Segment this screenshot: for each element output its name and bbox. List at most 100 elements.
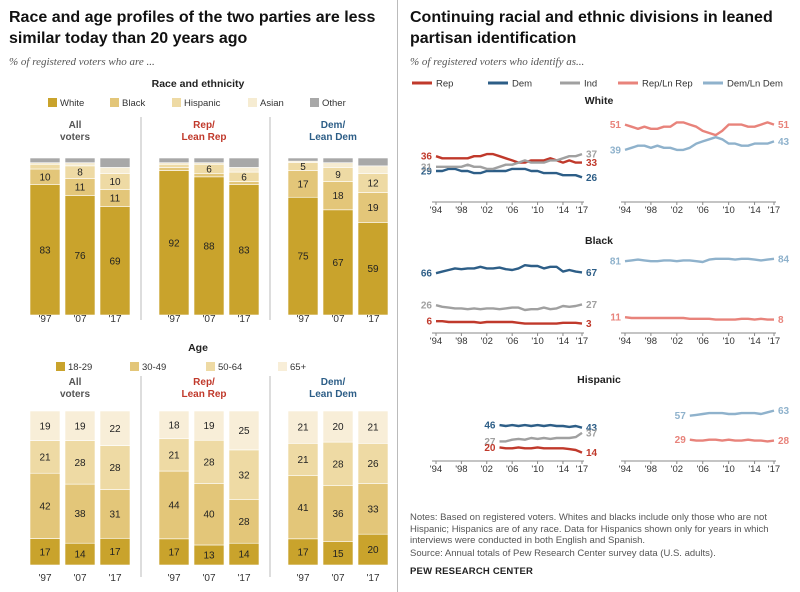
bar-segment — [193, 176, 225, 316]
series-line — [624, 316, 774, 321]
bar-segment — [99, 167, 131, 174]
data-label: 19 — [39, 421, 51, 432]
bar-segment — [228, 167, 260, 173]
bar-segment — [322, 181, 354, 211]
data-label: 17 — [39, 547, 51, 558]
row-title: Hispanic — [577, 374, 621, 386]
x-tick-label: '06 — [506, 336, 518, 347]
series-line — [436, 319, 583, 325]
bar-segment — [64, 195, 96, 316]
bar-segment — [357, 533, 389, 566]
data-label: 28 — [238, 517, 250, 528]
series-line — [689, 438, 775, 443]
x-tick-label: '06 — [697, 464, 709, 475]
data-label: 18 — [168, 420, 180, 431]
end-label: 67 — [586, 268, 598, 279]
section-title: Race and ethnicity — [152, 78, 245, 90]
x-tick-label: '98 — [455, 336, 467, 347]
vertical-divider — [397, 0, 398, 592]
x-tick-label: '17 — [237, 314, 250, 325]
x-tick-label: '17 — [768, 336, 780, 347]
data-label: 14 — [74, 550, 86, 561]
bar-segment — [322, 162, 354, 168]
left-title-line1: Race and age profiles of the two parties… — [9, 9, 376, 26]
x-tick-label: '17 — [366, 573, 379, 584]
x-tick-label: '17 — [366, 314, 379, 325]
data-label: 21 — [297, 423, 309, 434]
legend-swatch — [206, 362, 215, 371]
data-label: 75 — [297, 252, 309, 263]
data-label: 19 — [367, 203, 379, 214]
data-label: 11 — [75, 183, 86, 194]
bar-segment — [193, 483, 225, 546]
start-label: 11 — [610, 313, 621, 324]
data-label: 5 — [300, 162, 306, 173]
x-tick-label: '17 — [576, 336, 588, 347]
bar-segment — [158, 167, 190, 171]
end-label: 37 — [586, 150, 598, 161]
panel-header: Rep/ — [193, 120, 215, 131]
end-label: 84 — [778, 254, 790, 265]
data-label: 31 — [109, 509, 121, 520]
left-charts: Race and ethnicity White Black Hispanic Asia… — [29, 78, 389, 584]
end-label: 28 — [778, 436, 790, 447]
right-title-line1: Continuing racial and ethnic divisions i… — [410, 9, 773, 26]
start-label: 57 — [675, 411, 687, 422]
start-label: 39 — [610, 145, 622, 156]
data-label: 44 — [168, 500, 180, 511]
data-label: 6 — [241, 172, 247, 183]
left-title: Race and age profiles of the two parties… — [9, 7, 389, 49]
bar-segment — [228, 410, 260, 451]
x-tick-label: '97 — [38, 573, 51, 584]
series-line — [499, 446, 583, 454]
x-tick-label: '14 — [748, 336, 760, 347]
x-tick-label: '10 — [722, 205, 734, 216]
end-label: 3 — [586, 319, 592, 330]
panel-header: voters — [60, 132, 90, 143]
series-line — [624, 135, 775, 152]
bar-segment — [287, 475, 319, 540]
legend-swatch — [248, 98, 257, 107]
data-label: 20 — [367, 545, 379, 556]
data-label: 76 — [74, 251, 86, 262]
x-tick-label: '02 — [481, 464, 493, 475]
data-label: 32 — [238, 470, 250, 481]
data-label: 17 — [109, 547, 121, 558]
bar-segment — [99, 410, 131, 446]
bar-segment — [64, 157, 96, 164]
bar-segment — [322, 209, 354, 316]
x-tick-label: '17 — [108, 314, 121, 325]
data-label: 38 — [74, 509, 86, 520]
panel-header: Lean Dem — [309, 132, 357, 143]
data-label: 8 — [77, 168, 83, 179]
bar-segment — [158, 170, 190, 316]
x-tick-label: '07 — [331, 573, 344, 584]
x-tick-label: '97 — [167, 314, 180, 325]
x-tick-label: '06 — [697, 336, 709, 347]
x-tick-label: '07 — [202, 573, 215, 584]
x-tick-label: '14 — [557, 336, 569, 347]
data-label: 42 — [39, 501, 51, 512]
data-label: 10 — [39, 172, 51, 183]
left-subtitle: % of registered voters who are ... — [9, 56, 155, 68]
series-line — [435, 263, 583, 275]
start-label: 29 — [421, 167, 433, 178]
row-title: Black — [585, 235, 613, 247]
data-label: 69 — [109, 256, 121, 267]
bar-segment — [357, 157, 389, 167]
bar-segment — [193, 439, 225, 484]
legend-swatch — [310, 98, 319, 107]
x-tick-label: '94 — [619, 336, 631, 347]
bar-segment — [287, 170, 319, 198]
data-label: 19 — [74, 421, 86, 432]
x-tick-label: '07 — [331, 314, 344, 325]
x-tick-label: '02 — [481, 336, 493, 347]
x-tick-label: '10 — [531, 464, 543, 475]
end-label: 37 — [586, 428, 598, 439]
data-label: 17 — [297, 547, 309, 558]
panel-header: All — [69, 377, 82, 388]
notes-line: Notes: Based on registered voters. White… — [410, 512, 767, 523]
data-label: 59 — [367, 264, 379, 275]
section-title: Age — [188, 342, 208, 354]
bar-segment — [228, 449, 260, 500]
